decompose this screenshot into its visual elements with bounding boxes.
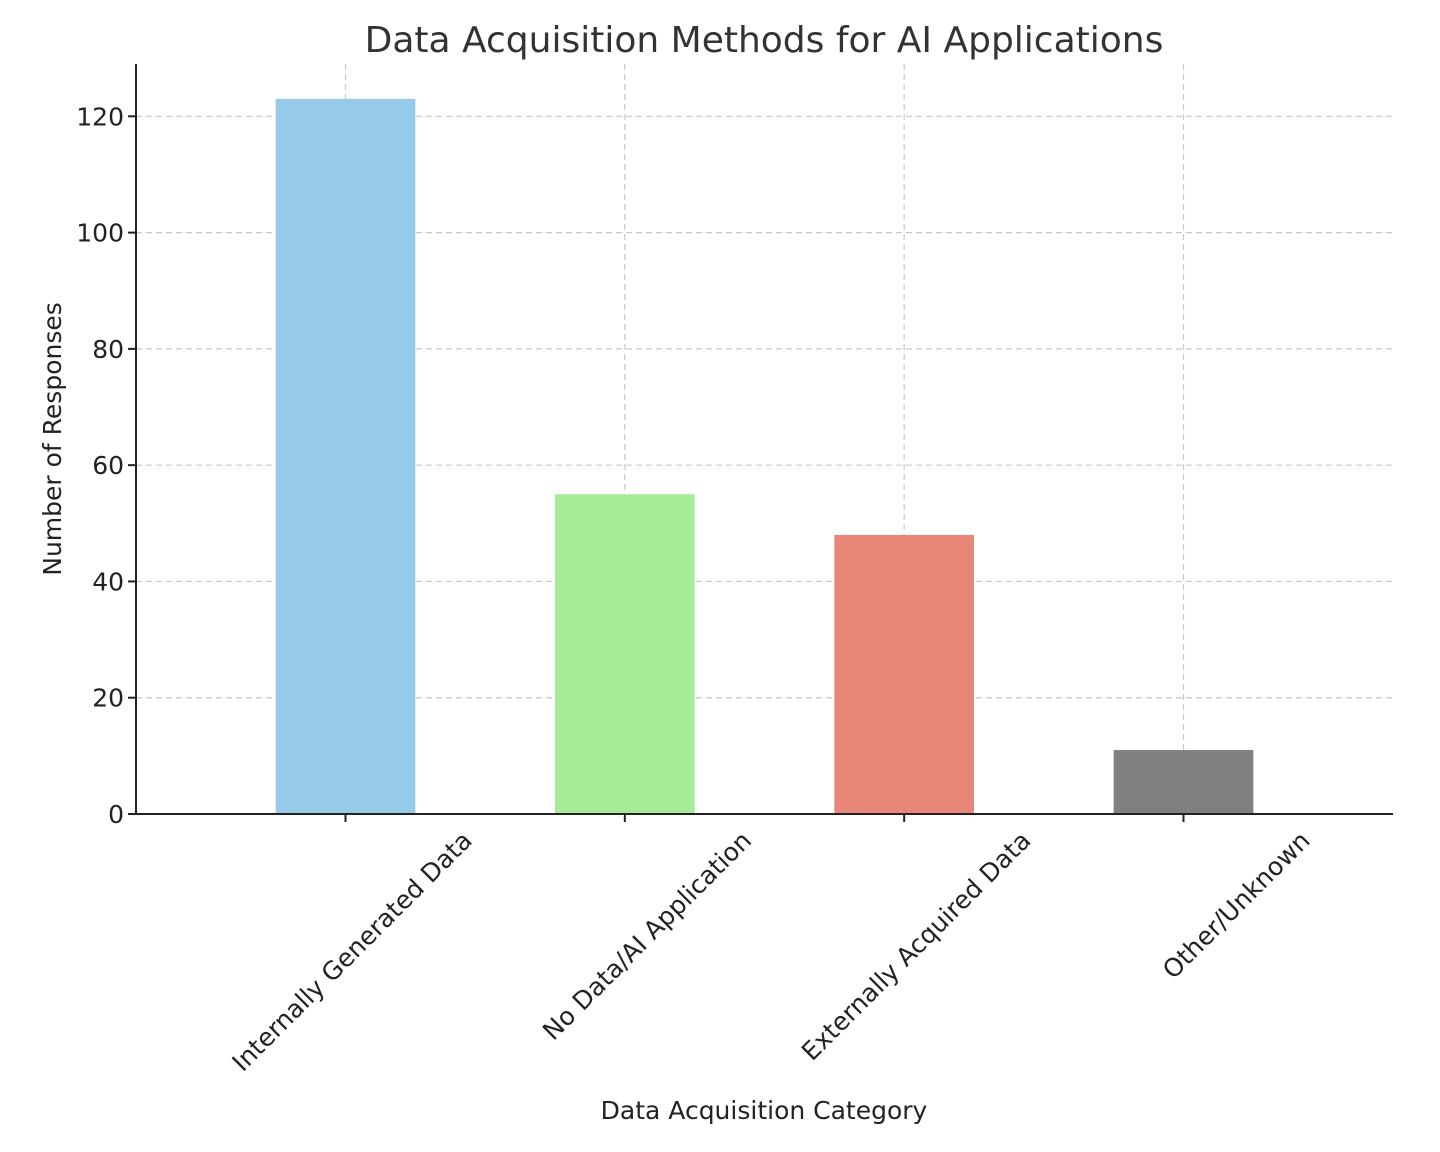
ticks: 0 20 40 60 80 100 120 Internally Generated Data… xyxy=(76,102,1315,1077)
y-tick-label: 0 xyxy=(108,800,124,829)
bars xyxy=(275,98,1254,814)
chart-title: Data Acquisition Methods for AI Applicat… xyxy=(365,20,1164,61)
y-tick-label: 120 xyxy=(76,102,124,131)
x-tick-label: Other/Unknown xyxy=(1157,826,1316,985)
y-tick-label: 20 xyxy=(92,684,124,713)
y-tick-label: 40 xyxy=(92,567,124,596)
y-axis-label: Number of Responses xyxy=(38,302,67,576)
bar-other-unknown xyxy=(1113,750,1254,814)
x-tick-label: No Data/AI Application xyxy=(537,826,757,1046)
x-tick-label: Externally Acquired Data xyxy=(796,826,1036,1066)
bar-externally-acquired-data xyxy=(834,534,974,814)
y-tick-label: 80 xyxy=(92,335,124,364)
x-axis-label: Data Acquisition Category xyxy=(601,1096,928,1125)
y-tick-label: 60 xyxy=(92,451,124,480)
x-tick-label: Internally Generated Data xyxy=(226,826,477,1077)
bar-no-data-ai-application xyxy=(555,494,695,814)
y-tick-label: 100 xyxy=(76,219,124,248)
bar-internally-generated-data xyxy=(275,98,416,814)
